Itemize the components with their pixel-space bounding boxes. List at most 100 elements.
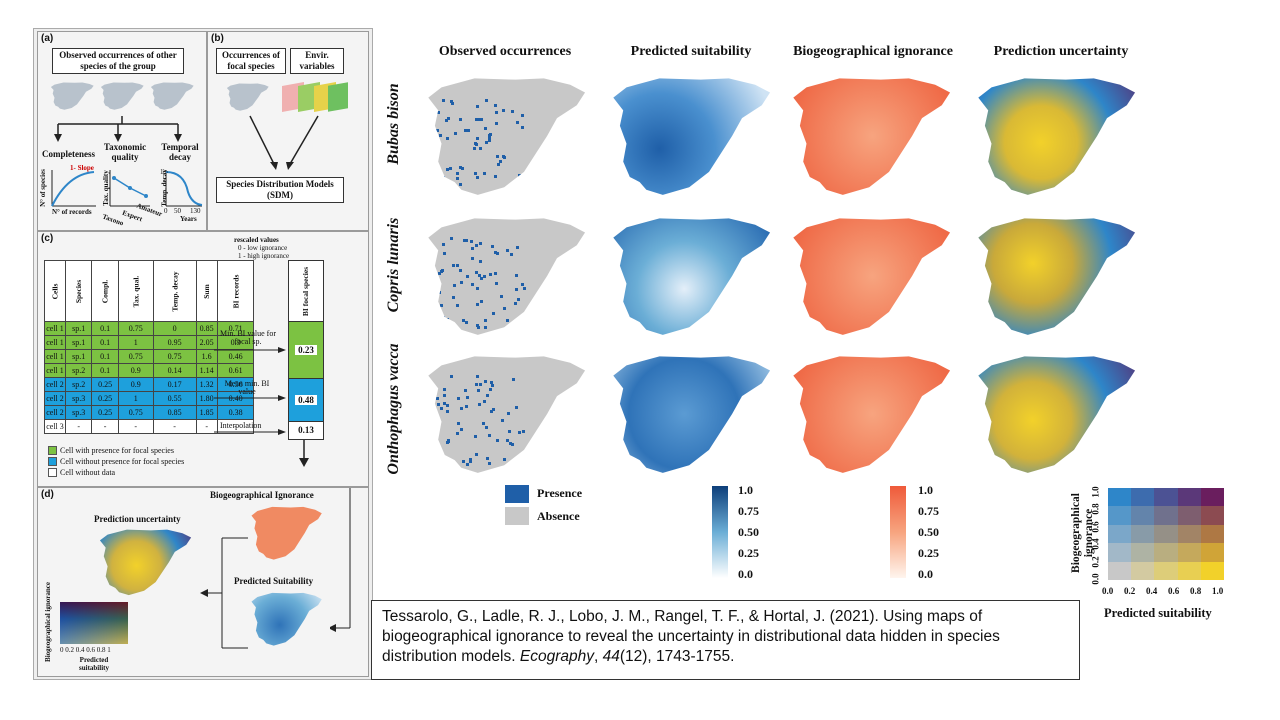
bi-table-header-cell: Sum bbox=[195, 260, 218, 322]
presence-dot bbox=[447, 117, 450, 120]
presence-dot bbox=[476, 303, 479, 306]
presence-dot bbox=[479, 260, 482, 263]
bi-table-header-cell: BI records bbox=[216, 260, 255, 322]
bivariate-cell bbox=[1177, 488, 1201, 507]
presence-dot bbox=[495, 122, 498, 125]
presence-dot bbox=[440, 270, 443, 273]
panel-b-arrows bbox=[249, 115, 319, 170]
presence-dot bbox=[476, 287, 479, 290]
presence-dot bbox=[456, 177, 459, 180]
presence-dot bbox=[516, 121, 519, 124]
presence-dot bbox=[503, 307, 506, 310]
presence-dot bbox=[507, 412, 510, 415]
mini-legend-ticks: 0 0.2 0.4 0.6 0.8 1 bbox=[60, 646, 111, 654]
bi-table-header-cell: Compl. bbox=[91, 260, 119, 322]
presence-dot bbox=[466, 275, 469, 278]
presence-dot bbox=[518, 174, 521, 177]
bivariate-cell bbox=[1108, 524, 1132, 544]
presence-dot bbox=[479, 147, 482, 150]
map-observed-3 bbox=[425, 350, 590, 478]
map-suitability-1 bbox=[610, 72, 775, 200]
presence-dot bbox=[484, 319, 487, 322]
presence-dot bbox=[494, 251, 497, 254]
presence-dot bbox=[521, 114, 524, 117]
presence-dot bbox=[497, 163, 500, 166]
presence-dot bbox=[511, 110, 514, 113]
mini-map-2 bbox=[100, 81, 145, 111]
presence-dot bbox=[438, 272, 441, 275]
presence-dot bbox=[509, 442, 512, 445]
table-row: cell 3------ bbox=[44, 419, 255, 434]
presence-dot bbox=[474, 172, 477, 175]
bi-table-header-cell: Temp. decay bbox=[152, 260, 197, 322]
presence-dot bbox=[476, 375, 479, 378]
presence-dot bbox=[443, 252, 446, 255]
presence-dot bbox=[452, 264, 455, 267]
presence-dot bbox=[456, 264, 459, 267]
table-cell: sp.3 bbox=[64, 405, 93, 420]
presence-dot bbox=[474, 142, 477, 145]
presence-dot bbox=[506, 319, 509, 322]
presence-dot bbox=[450, 237, 453, 240]
panel-c-label: (c) bbox=[41, 233, 54, 244]
bivariate-cell bbox=[1200, 488, 1224, 507]
presence-dot bbox=[478, 403, 481, 406]
presence-dot bbox=[489, 388, 492, 391]
presence-dot bbox=[437, 403, 440, 406]
biv-y-tick: 0.8 bbox=[1090, 503, 1101, 515]
presence-dot bbox=[436, 305, 439, 308]
presence-dot bbox=[485, 99, 488, 102]
presence-dot bbox=[484, 326, 487, 329]
biv-y-tick: 0.2 bbox=[1090, 555, 1101, 568]
presence-dot bbox=[512, 378, 515, 381]
table-row: cell 2 sp.3 0.25 0.75 0.85 1.85 0.38 bbox=[44, 405, 255, 420]
presence-dot bbox=[494, 104, 497, 107]
ps-title: Predicted Suitability bbox=[234, 576, 314, 586]
table-cell: 0.85 bbox=[152, 405, 197, 420]
bivariate-legend bbox=[1108, 488, 1224, 580]
presence-dot bbox=[502, 155, 505, 158]
presence-dot bbox=[447, 439, 450, 442]
presence-dot bbox=[450, 186, 453, 189]
table-row: cell 2 sp.2 0.25 0.9 0.17 1.32 0.56 bbox=[44, 377, 255, 392]
citation-journal: Ecography bbox=[519, 648, 594, 665]
presence-dot bbox=[450, 100, 453, 103]
presence-dot bbox=[442, 316, 445, 319]
biv-y-tick: 0.6 bbox=[1090, 520, 1101, 533]
bivariate-cell bbox=[1200, 506, 1224, 525]
presence-dot bbox=[459, 183, 462, 186]
presence-dot bbox=[514, 302, 517, 305]
table-cell: 0.9 bbox=[117, 363, 154, 378]
pu-title: Prediction uncertainty bbox=[94, 514, 181, 524]
presence-dot bbox=[459, 269, 462, 272]
ign-tick-050: 0.50 bbox=[918, 525, 939, 539]
presence-dot bbox=[469, 460, 472, 463]
table-cell: 0.25 bbox=[91, 391, 119, 406]
presence-dot bbox=[492, 312, 495, 315]
presence-dot bbox=[454, 132, 457, 135]
focal-mini-map bbox=[226, 82, 270, 112]
presence-dot bbox=[462, 460, 465, 463]
presence-dot bbox=[459, 166, 462, 169]
rescale-note-low: 0 - low ignorance bbox=[238, 244, 288, 252]
presence-dot bbox=[516, 246, 519, 249]
presence-dot bbox=[488, 462, 491, 465]
bi-table-header-cell: Species bbox=[64, 260, 93, 322]
suit-tick-0: 0.0 bbox=[738, 567, 753, 581]
citation-text: Tessarolo, G., Ladle, R. J., Lobo, J. M.… bbox=[382, 608, 1000, 665]
presence-dot bbox=[503, 458, 506, 461]
presence-dot bbox=[522, 430, 525, 433]
ign-tick-0: 0.0 bbox=[918, 567, 933, 581]
table-cell: 0.55 bbox=[152, 391, 197, 406]
table-row: cell 1 sp.1 0.1 1 0.95 2.05 0.3 bbox=[44, 335, 255, 350]
legend-presence-label: Presence bbox=[537, 486, 583, 500]
presence-dot bbox=[494, 175, 497, 178]
biv-x-tick: 1.0 bbox=[1212, 586, 1224, 596]
bi-table-header-cell: Cells bbox=[44, 260, 66, 322]
bi-mini-map bbox=[250, 504, 324, 562]
presence-dot bbox=[478, 274, 481, 277]
table-cell: 0.17 bbox=[152, 377, 197, 392]
map-ignorance-3 bbox=[790, 350, 955, 478]
presence-dot bbox=[520, 184, 523, 187]
biv-y-tick: 0.4 bbox=[1090, 538, 1101, 550]
